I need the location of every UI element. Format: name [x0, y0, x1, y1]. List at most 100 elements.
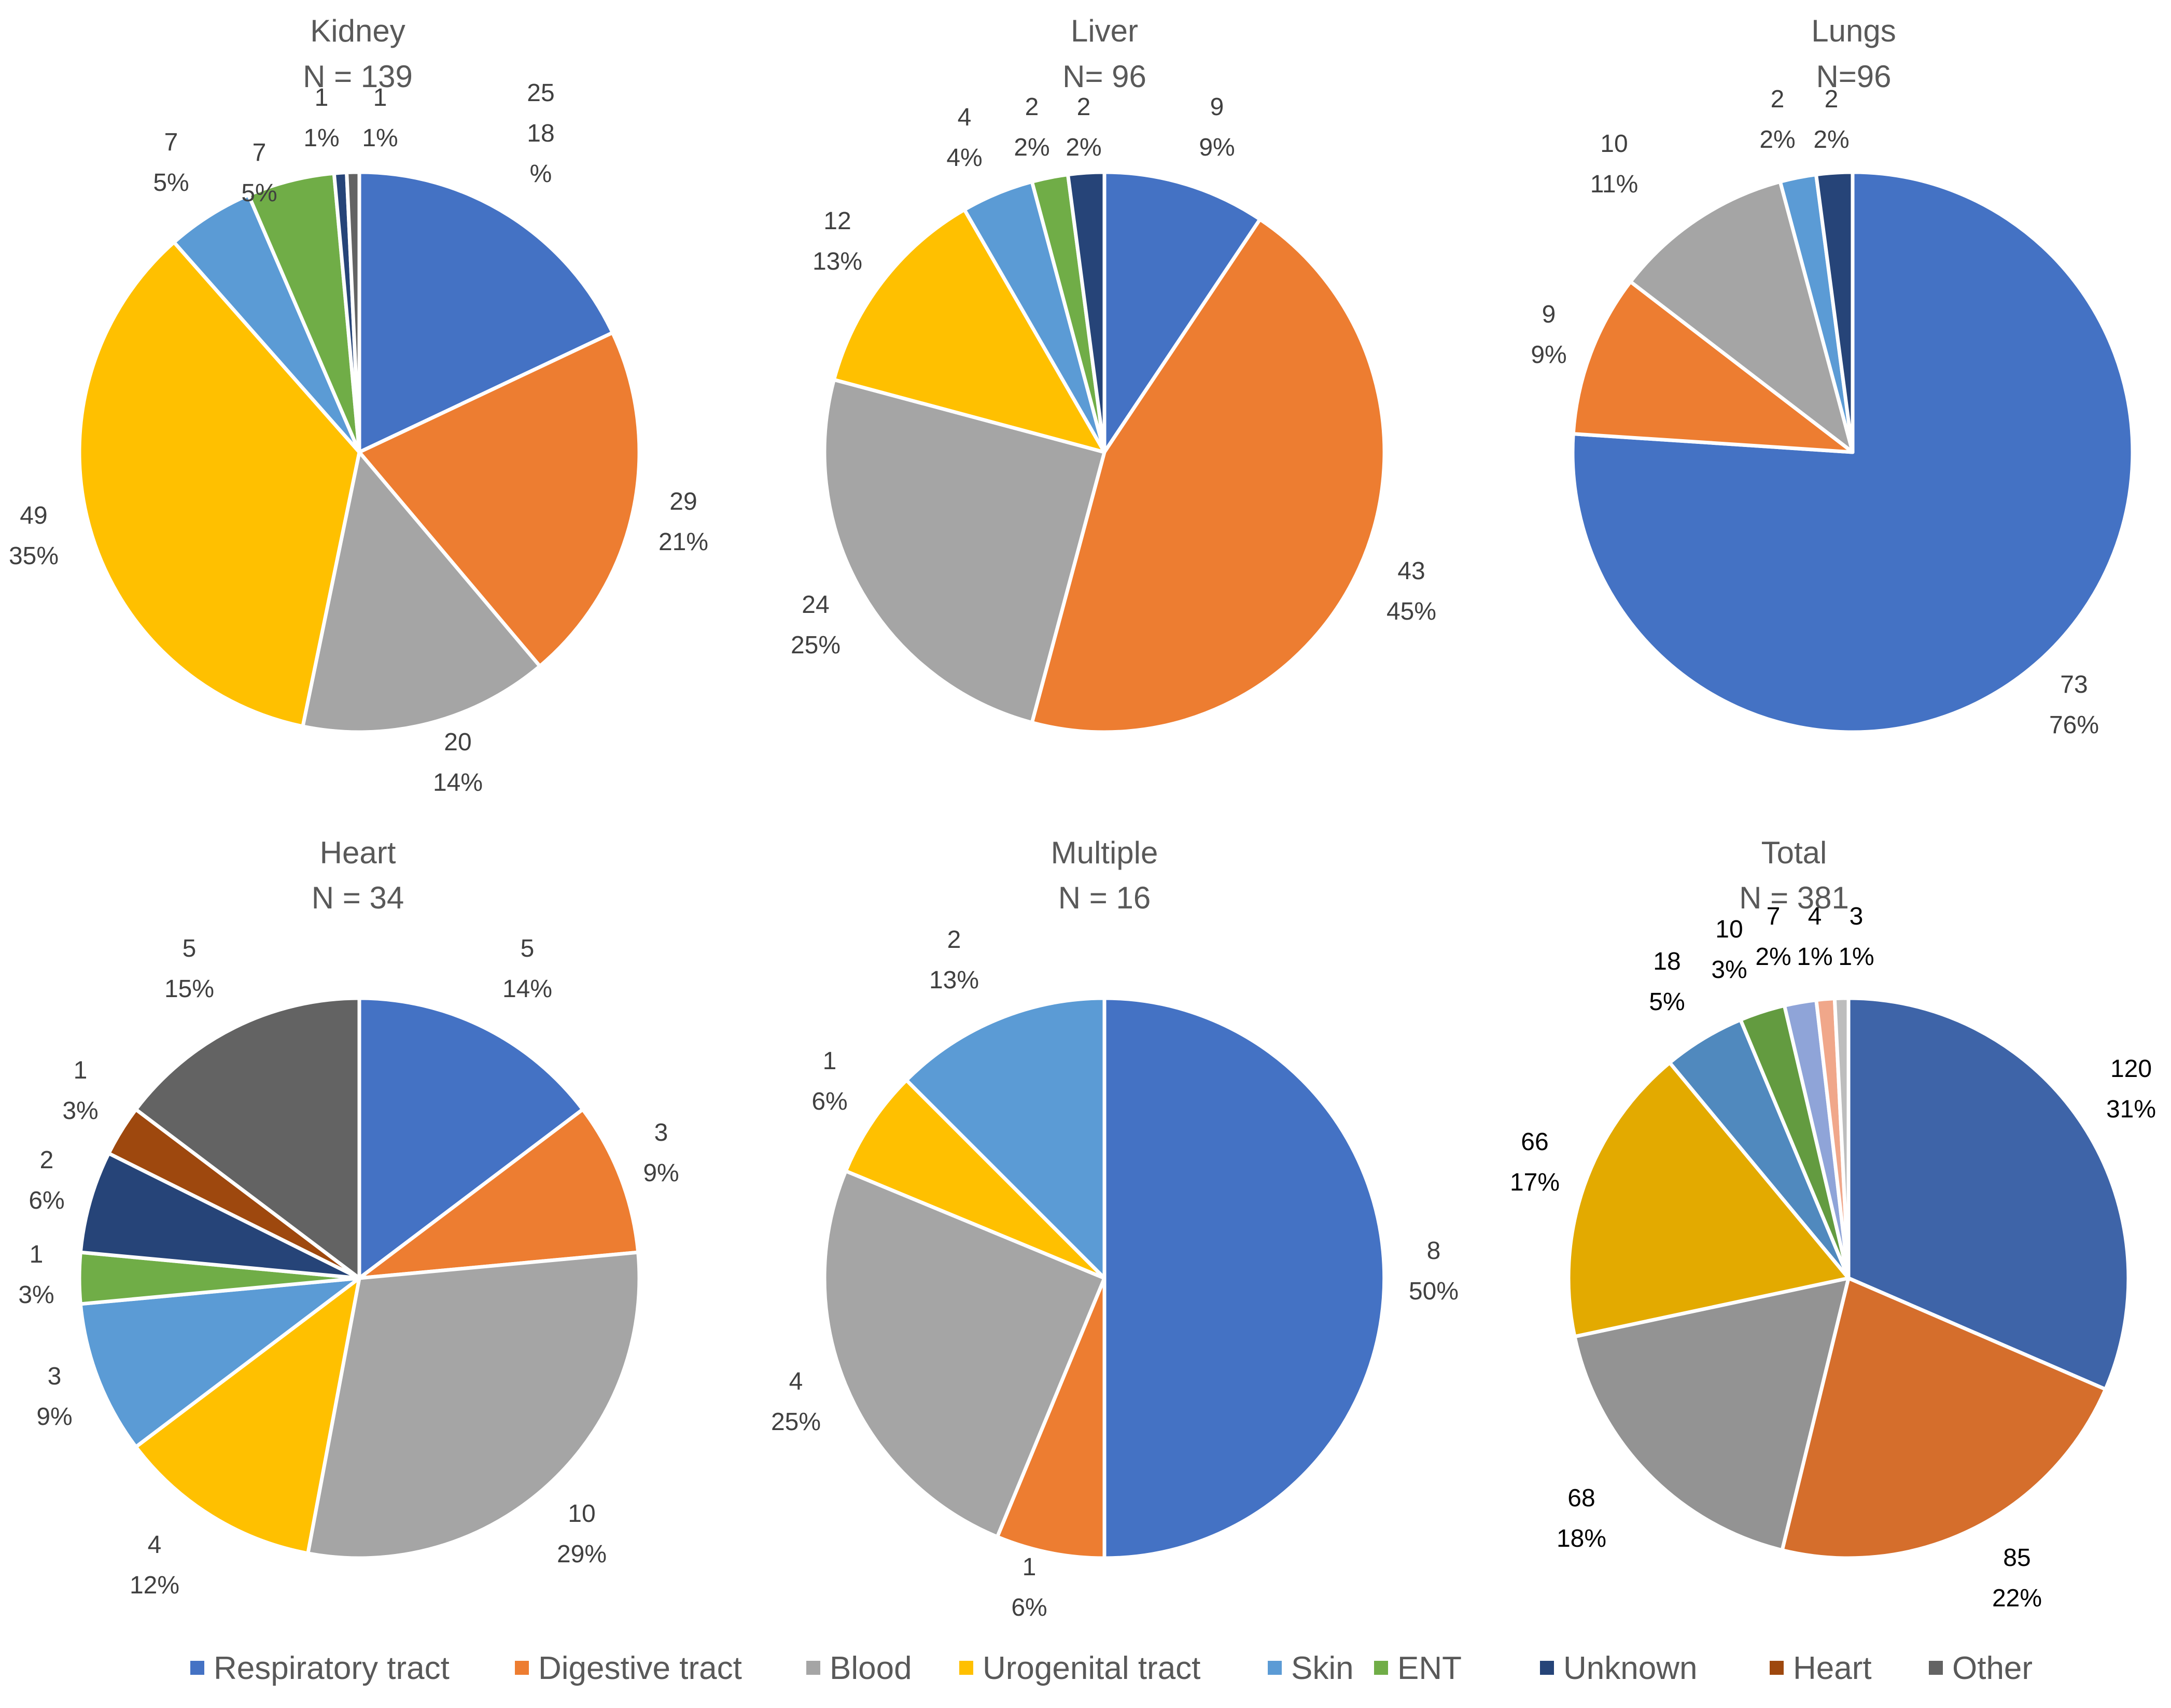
pie-slices	[822, 996, 1386, 1560]
data-label-count: 20	[444, 729, 471, 756]
data-label-count: 9	[1542, 301, 1556, 328]
data-label-percent: 3%	[62, 1097, 98, 1125]
pie-slice-respiratory-tract	[1102, 996, 1386, 1560]
data-label-percent: 1%	[303, 124, 339, 152]
legend-swatch-respiratory	[190, 1661, 204, 1675]
data-label-percent: 3%	[18, 1281, 54, 1309]
pie-slice-blood	[822, 1169, 1106, 1539]
data-label-percent: 18%	[1557, 1525, 1606, 1552]
pie-slices	[822, 170, 1386, 734]
data-label-percent: 5%	[153, 169, 189, 197]
chart-subtitle: N= 96	[1062, 59, 1146, 94]
data-labels: 8 50% 1 6% 4 25% 1 6% 2 13%	[771, 926, 1459, 1621]
data-label-percent: 9%	[36, 1403, 72, 1431]
data-label-count: 5	[183, 935, 197, 962]
chart-title: Kidney	[310, 13, 405, 48]
data-label-percent: 1%	[1838, 943, 1874, 971]
data-label-count: 2	[947, 926, 961, 954]
chart-subtitle: N = 139	[303, 59, 413, 94]
data-label-percent: 5%	[241, 179, 277, 207]
data-label-count: 73	[2060, 671, 2088, 698]
pie-chart-lungs: Lungs N=96 73 76% 9 9% 10 11% 2 2% 2 2%	[1531, 13, 2135, 739]
data-label-count: 66	[1521, 1128, 1548, 1156]
pie-slice-digestive-tract	[1030, 217, 1386, 734]
data-label-percent: 25%	[791, 632, 841, 659]
data-label-percent: 14%	[433, 769, 483, 796]
data-label-count: 43	[1397, 557, 1425, 585]
data-label-count: 68	[1567, 1485, 1595, 1512]
data-label-count: 25	[527, 79, 554, 107]
data-labels: 9 9% 43 45% 24 25% 12 13% 4 4% 2 2% 2 2%	[791, 93, 1436, 659]
data-labels: 25 18% 29 21% 20 14% 49 35% 7 5% 7 5% 1 1% 1 1%	[9, 79, 708, 796]
data-label-percent: 13%	[929, 967, 979, 994]
legend-swatch-ent	[1374, 1661, 1388, 1675]
data-label-percent: 5%	[1649, 988, 1685, 1016]
pie-slice-digestive-tract	[1780, 1276, 2108, 1560]
data-label-count: 8	[1427, 1237, 1441, 1265]
data-label-count: 18	[1653, 948, 1680, 975]
data-label-percent: 1%	[1797, 943, 1832, 971]
pie-slice-urogenital-tract	[77, 240, 361, 729]
pie-slice-other	[1832, 996, 1851, 1280]
legend-swatch-heart	[1770, 1661, 1784, 1675]
pie-slice-blood	[301, 450, 542, 734]
legend-label-other: Other	[1952, 1650, 2033, 1686]
legend-label-heart: Heart	[1793, 1650, 1872, 1686]
pie-slices	[77, 996, 641, 1560]
legend-label-skin: Skin	[1291, 1650, 1354, 1686]
data-label-percent: 22%	[1992, 1585, 2042, 1612]
data-label-percent: 45%	[1386, 598, 1436, 625]
pie-slice-blood	[822, 377, 1106, 725]
data-label-percent: 9%	[1199, 134, 1235, 161]
data-label-count: 1	[373, 84, 387, 111]
chart-subtitle: N = 34	[312, 880, 404, 915]
pie-slices	[77, 170, 641, 734]
chart-subtitle: N=96	[1816, 59, 1891, 94]
pie-slice-digestive-tract	[995, 1276, 1106, 1560]
data-label-count: 12	[823, 207, 851, 235]
data-label-percent: 4%	[946, 144, 982, 172]
chart-title: Multiple	[1051, 835, 1158, 870]
data-label-count: 10	[1715, 916, 1743, 943]
data-label-count: 120	[2110, 1055, 2152, 1083]
data-label-percent: 15%	[164, 975, 214, 1003]
data-label-count: 49	[20, 502, 47, 529]
data-label-count: 2	[1771, 86, 1785, 113]
data-label-count: 1	[315, 84, 329, 111]
pie-slice-unknown	[1066, 170, 1106, 454]
data-labels: 73 76% 9 9% 10 11% 2 2% 2 2%	[1531, 86, 2099, 739]
data-label-percent: 35%	[9, 542, 59, 570]
data-label-percent: 2%	[1813, 126, 1849, 153]
data-label-percent: 6%	[1011, 1594, 1047, 1621]
pie-slice-skin	[904, 996, 1106, 1280]
pie-slice-other	[134, 996, 361, 1280]
pie-slice-urogenital-tract	[832, 207, 1106, 454]
pie-chart-kidney: Kidney N = 139 25 18% 29 21% 20 14% 49 35% 7 5% 7 5…	[9, 13, 708, 796]
data-label-percent: 76%	[2049, 711, 2099, 739]
pie-slice-respiratory-tract	[357, 996, 585, 1280]
pie-slice-unknown	[1814, 170, 1855, 454]
data-label-percent: 13%	[813, 248, 862, 275]
pie-slice-digestive-tract	[357, 1108, 640, 1280]
data-label-percent: 9%	[1531, 341, 1566, 369]
pie-slice-other	[345, 170, 361, 454]
pie-slice-digestive-tract	[357, 331, 641, 668]
pie-slice-skin	[78, 1276, 361, 1449]
data-label-percent: 17%	[1510, 1169, 1560, 1196]
data-label-percent: 3%	[1711, 956, 1747, 984]
data-label-count: 3	[1850, 903, 1864, 930]
data-label-percent: 12%	[130, 1572, 179, 1599]
data-label-percent: 18	[527, 120, 554, 147]
data-label-percent: 21%	[659, 528, 708, 556]
pie-slice-urogenital-tract	[1566, 1060, 1851, 1339]
data-label-percent: 2%	[1014, 134, 1049, 161]
pie-chart-heart: Heart N = 34 5 14% 3 9% 10 29% 4 12% 3 9% 1 3% 2 6% 1 3…	[18, 835, 679, 1599]
data-label-percent: 11%	[1590, 171, 1638, 198]
pie-chart-multiple: Multiple N = 16 8 50% 1 6% 4 25% 1 6% 2 13%	[771, 835, 1459, 1621]
data-label-count: 10	[568, 1500, 595, 1528]
data-label-count: 10	[1600, 130, 1628, 158]
chart-title: Total	[1761, 835, 1827, 870]
legend-label-digestive: Digestive tract	[538, 1650, 742, 1686]
data-label-count: 7	[1767, 903, 1781, 930]
